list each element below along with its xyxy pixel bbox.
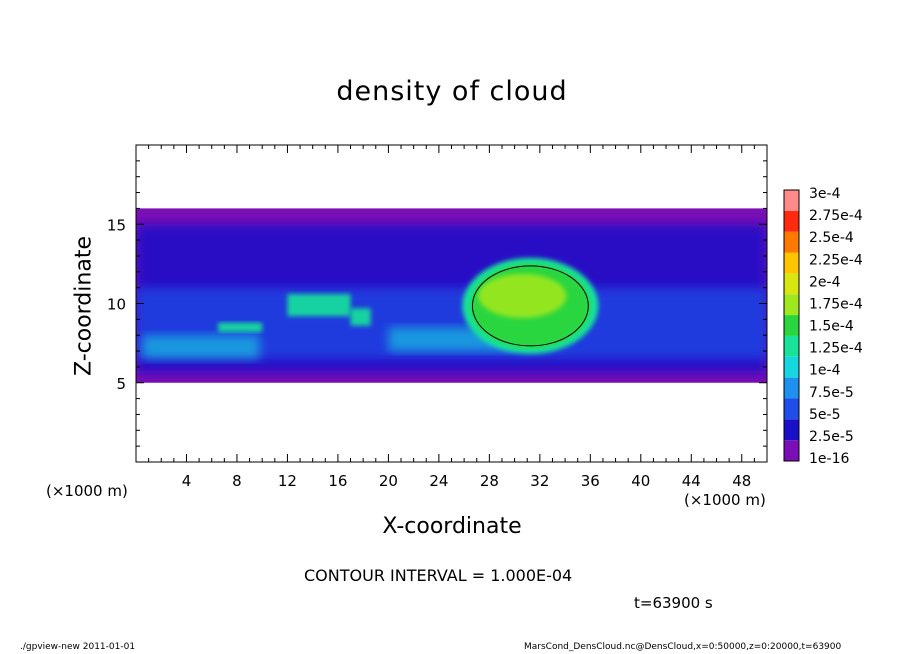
y-tick-label: 10	[107, 296, 126, 314]
x-tick-label: 44	[682, 472, 701, 490]
footer-left: ./gpview-new 2011-01-01	[20, 642, 136, 652]
colorbar-swatch	[784, 252, 799, 274]
colorbar-swatch	[784, 440, 799, 461]
time-label: t=63900 s	[634, 594, 713, 612]
colorbar-label: 1.25e-4	[809, 341, 863, 357]
x-tick-label: 28	[480, 472, 499, 490]
colorbar-label: 3e-4	[809, 186, 841, 202]
colorbar-swatch	[784, 231, 799, 253]
x-unit-label-right: (×1000 m)	[684, 491, 766, 509]
x-tick-label: 36	[581, 472, 600, 490]
colorbar-swatch	[784, 210, 799, 232]
colorbar-label: 1e-16	[809, 451, 849, 467]
colorbar-label: 2e-4	[809, 274, 841, 290]
region-green-patch-3	[218, 322, 263, 333]
region-green-patch-1	[287, 293, 351, 317]
colorbar-swatch	[784, 419, 799, 441]
colorbar-label: 2.5e-5	[809, 429, 854, 445]
contour-interval-note: CONTOUR INTERVAL = 1.000E-04	[304, 566, 573, 585]
colorbar-label: 1.75e-4	[809, 296, 863, 312]
colorbar-label: 2.25e-4	[809, 252, 863, 268]
colorbar-swatch	[784, 190, 799, 211]
x-tick-label: 24	[429, 472, 448, 490]
chart-title: density of cloud	[336, 76, 568, 107]
colorbar-swatch	[784, 335, 799, 357]
x-tick-label: 48	[732, 472, 751, 490]
x-tick-label: 16	[328, 472, 347, 490]
region-green-patch-2	[350, 308, 371, 326]
colorbar-label: 5e-5	[809, 407, 840, 423]
x-unit-label-left: (×1000 m)	[46, 482, 128, 500]
colorbar-label: 7.5e-5	[809, 385, 854, 401]
colorbar-swatch	[784, 273, 799, 295]
x-tick-label: 20	[379, 472, 398, 490]
colorbar-swatch	[784, 315, 799, 336]
footer-right: MarsCond_DensCloud.nc@DensCloud,x=0:5000…	[524, 642, 842, 652]
colorbar-swatch	[784, 356, 799, 378]
x-tick-label: 12	[278, 472, 297, 490]
colorbar-frame	[783, 189, 800, 462]
x-tick-label: 40	[631, 472, 650, 490]
x-tick-label: 32	[530, 472, 549, 490]
region-cloud-core-peak	[478, 273, 567, 318]
colorbar-label: 2.75e-4	[809, 208, 863, 224]
colorbar-swatch	[784, 398, 799, 420]
contour-line-core	[471, 265, 589, 347]
y-tick-label: 15	[107, 216, 126, 234]
colorbar-label: 2.5e-4	[809, 230, 854, 246]
x-axis-label-text: X-coordinate	[382, 514, 522, 539]
colorbar-swatch	[784, 377, 799, 399]
colorbar-label: 1e-4	[809, 363, 841, 379]
colorbar-swatch	[784, 294, 799, 316]
y-tick-label: 5	[116, 375, 126, 393]
x-tick-label: 4	[182, 472, 192, 490]
x-tick-label: 8	[232, 472, 242, 490]
colorbar-label: 1.5e-4	[809, 319, 854, 335]
region-cyan-patch-1	[142, 335, 260, 359]
